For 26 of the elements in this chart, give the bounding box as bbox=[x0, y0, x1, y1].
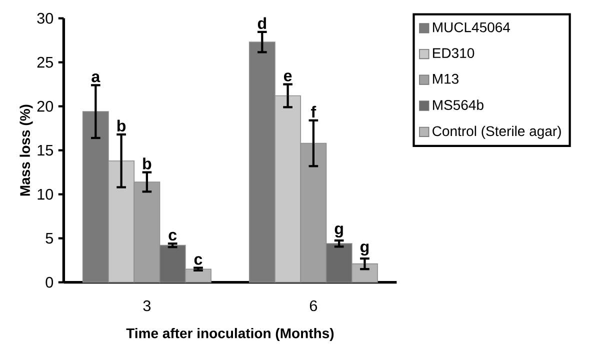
annotation: e bbox=[284, 72, 292, 82]
y-tick-label: 20 bbox=[37, 100, 54, 112]
annotation: b bbox=[143, 158, 152, 170]
annotation: a bbox=[92, 73, 100, 82]
y-axis-title: Mass loss (%) bbox=[20, 104, 33, 196]
legend-label: Control (Sterile agar) bbox=[432, 126, 561, 139]
legend-label: M13 bbox=[433, 74, 458, 84]
annotation: b bbox=[117, 120, 126, 132]
annotation: c bbox=[168, 232, 177, 241]
y-tick-label: 5 bbox=[46, 232, 54, 244]
annotation: c bbox=[194, 256, 202, 265]
y-tick-label: 25 bbox=[37, 56, 53, 68]
x-tick-label: 3 bbox=[143, 300, 151, 312]
y-tick-label: 0 bbox=[46, 276, 54, 288]
y-tick-label: 30 bbox=[37, 12, 54, 24]
y-tick-label: 10 bbox=[38, 188, 54, 200]
x-axis-title: Time after inoculation (Months) bbox=[126, 328, 334, 342]
annotation: f bbox=[311, 106, 316, 118]
annotation: g bbox=[334, 226, 343, 238]
x-tick-label: 6 bbox=[310, 300, 318, 312]
legend-label: MS564b bbox=[433, 100, 484, 110]
legend-label: ED310 bbox=[433, 48, 474, 58]
annotation: d bbox=[258, 17, 266, 29]
y-tick-label: 15 bbox=[38, 144, 53, 156]
legend-label: MUCL45064 bbox=[433, 22, 510, 32]
annotation: g bbox=[360, 244, 369, 256]
